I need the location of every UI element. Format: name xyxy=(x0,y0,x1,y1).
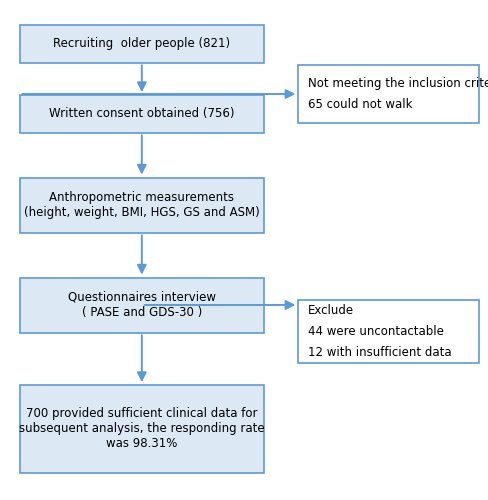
FancyBboxPatch shape xyxy=(20,178,264,233)
FancyBboxPatch shape xyxy=(20,25,264,62)
Text: Exclude
44 were uncontactable
12 with insufficient data: Exclude 44 were uncontactable 12 with in… xyxy=(307,304,451,359)
Text: Anthropometric measurements
(height, weight, BMI, HGS, GS and ASM): Anthropometric measurements (height, wei… xyxy=(24,191,259,219)
Text: Questionnaires interview
( PASE and GDS-30 ): Questionnaires interview ( PASE and GDS-… xyxy=(68,291,215,319)
FancyBboxPatch shape xyxy=(20,278,264,332)
Text: Not meeting the inclusion criteria
65 could not walk: Not meeting the inclusion criteria 65 co… xyxy=(307,76,488,111)
FancyBboxPatch shape xyxy=(298,300,478,362)
FancyBboxPatch shape xyxy=(298,65,478,122)
FancyBboxPatch shape xyxy=(20,385,264,472)
FancyBboxPatch shape xyxy=(20,95,264,132)
Text: Written consent obtained (756): Written consent obtained (756) xyxy=(49,108,234,120)
Text: Recruiting  older people (821): Recruiting older people (821) xyxy=(53,38,230,51)
Text: 700 provided sufficient clinical data for
subsequent analysis, the responding ra: 700 provided sufficient clinical data fo… xyxy=(19,407,264,450)
